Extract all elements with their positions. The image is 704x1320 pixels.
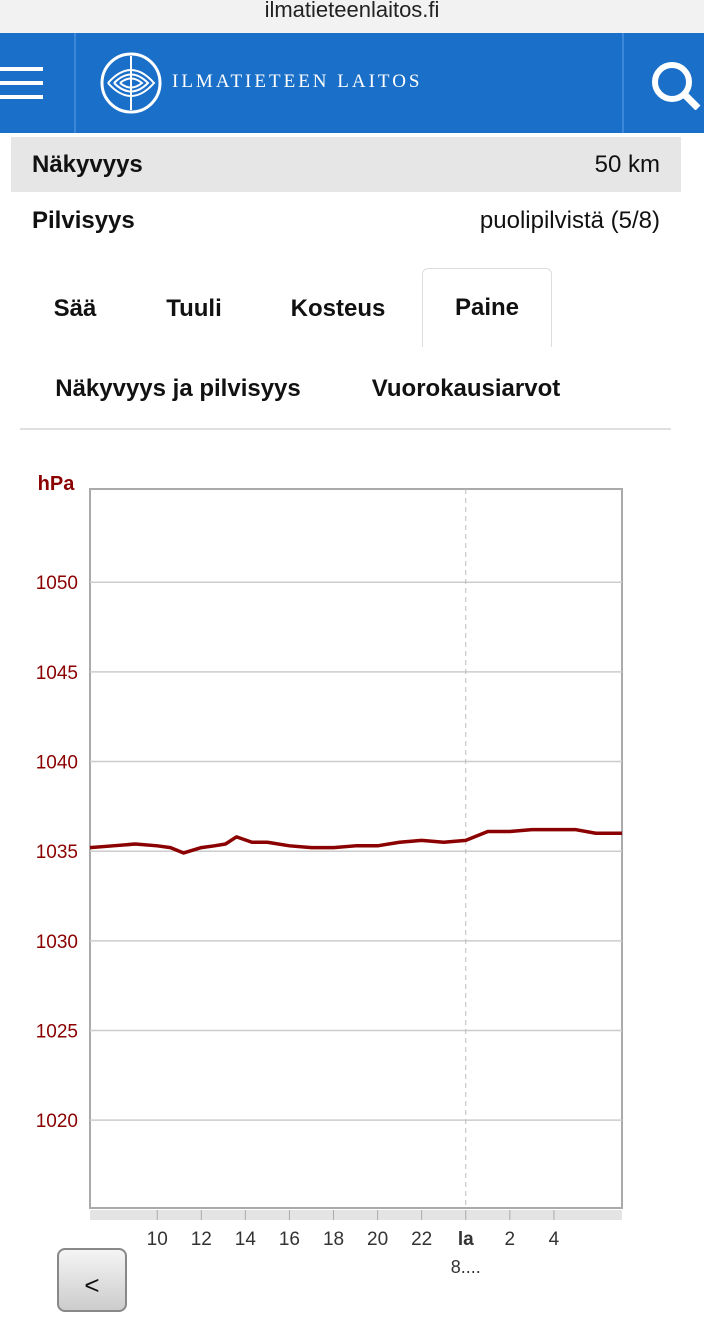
- prev-button[interactable]: <: [57, 1248, 127, 1312]
- info-row: Näkyvyys 50 km: [11, 137, 681, 192]
- y-tick-label: 1030: [36, 932, 78, 953]
- info-row: Pilvisyys puolipilvistä (5/8): [11, 193, 681, 248]
- x-tick-label: 16: [279, 1229, 300, 1250]
- y-tick-label: 1035: [36, 842, 78, 863]
- info-value: 50 km: [594, 151, 660, 178]
- info-value: puolipilvistä (5/8): [479, 207, 660, 234]
- x-tick-label: 18: [323, 1229, 344, 1250]
- y-tick-label: 1025: [36, 1021, 78, 1042]
- tab[interactable]: Vuorokausiarvot: [371, 375, 561, 402]
- url-bar[interactable]: ilmatieteenlaitos.fi: [0, 0, 704, 33]
- x-sublabel: 8....: [451, 1257, 481, 1277]
- y-tick-label: 1045: [36, 663, 78, 684]
- x-tick-label: 4: [549, 1229, 560, 1250]
- info-label: Näkyvyys: [32, 151, 143, 178]
- y-tick-label: 1020: [36, 1111, 78, 1132]
- tab[interactable]: Näkyvyys ja pilvisyys: [55, 375, 301, 402]
- menu-button[interactable]: [0, 63, 46, 103]
- pressure-line: [89, 827, 622, 855]
- site-header: ILMATIETEEN LAITOS: [0, 33, 704, 133]
- x-tick-label: 2: [505, 1229, 516, 1250]
- separator: [20, 428, 671, 430]
- y-tick-label: 1040: [36, 753, 78, 774]
- logo-text: ILMATIETEEN LAITOS: [172, 71, 423, 92]
- x-tick-label: 14: [235, 1229, 257, 1250]
- plot-area: [89, 488, 623, 1209]
- logo-icon: [100, 52, 162, 114]
- chart: hPa 1020 1025 1030 1035 1040 1045 1050 10 12 14 16 1…: [36, 473, 623, 1277]
- search-button[interactable]: [648, 60, 704, 110]
- info-label: Pilvisyys: [32, 207, 135, 234]
- x-tick-label: 12: [191, 1229, 212, 1250]
- y-axis-label: hPa: [38, 473, 76, 495]
- tab[interactable]: Paine: [422, 268, 552, 347]
- x-axis-band: [90, 1210, 622, 1220]
- tab[interactable]: Sää: [53, 295, 97, 322]
- tab[interactable]: Kosteus: [290, 295, 386, 322]
- x-tick-label: la: [458, 1229, 474, 1250]
- tab[interactable]: Tuuli: [166, 295, 222, 322]
- x-tick-label: 20: [367, 1229, 388, 1250]
- y-tick-label: 1050: [36, 573, 78, 594]
- x-tick-label: 22: [411, 1229, 432, 1250]
- x-tick-label: 10: [147, 1229, 168, 1250]
